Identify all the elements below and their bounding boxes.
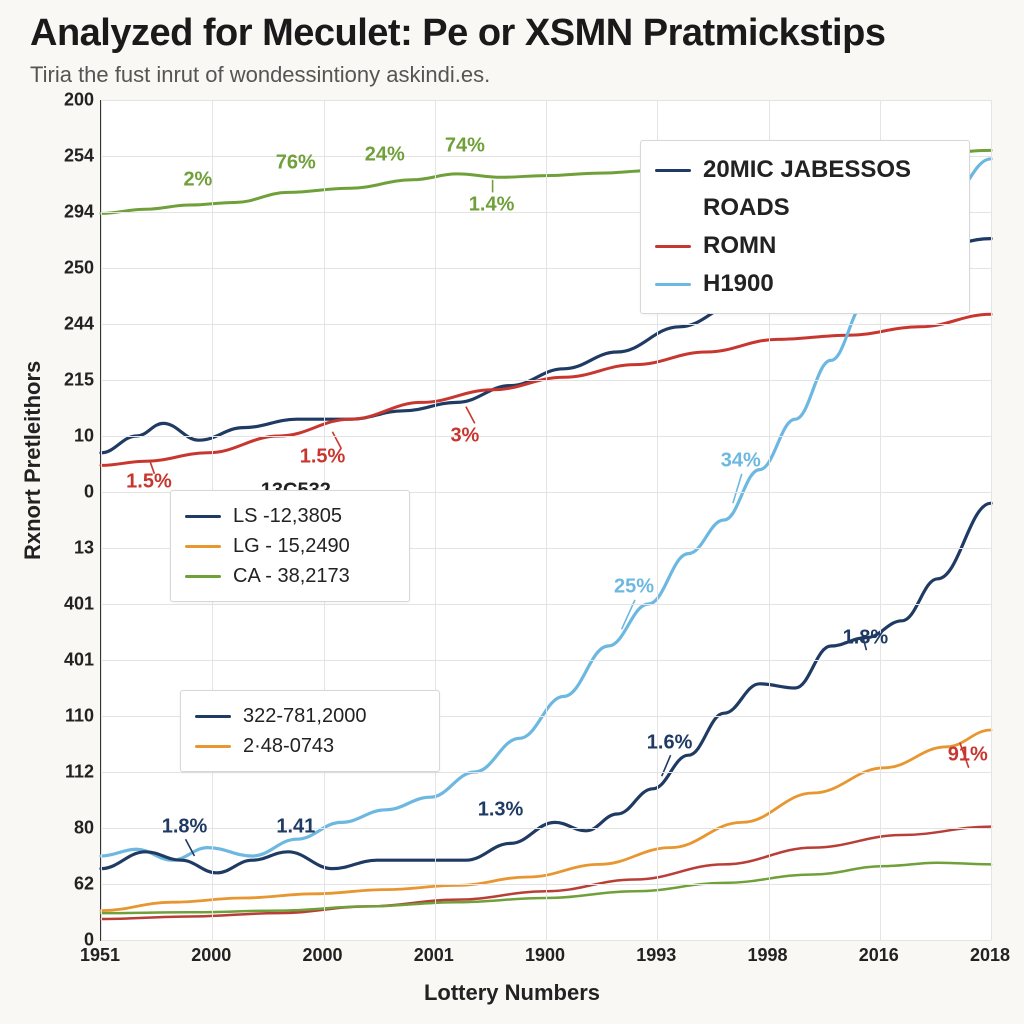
grid-line-v <box>991 100 992 940</box>
data-label: 1.8% <box>162 815 208 838</box>
legend-label: ROADS <box>703 194 790 222</box>
legend-swatch <box>655 283 691 286</box>
chart-subtitle: Tiria the fust inrut of wondessintiony a… <box>30 62 490 88</box>
data-label: 25% <box>614 576 654 599</box>
data-label: 1.6% <box>647 731 693 754</box>
legend-item: CA - 38,2173 <box>185 561 395 591</box>
x-axis-title: Lottery Numbers <box>424 980 600 1006</box>
data-label: 1.4% <box>469 194 515 217</box>
y-tick-label: 401 <box>64 594 94 615</box>
data-label: 74% <box>445 135 485 158</box>
legend-swatch <box>655 169 691 172</box>
data-label: 24% <box>365 143 405 166</box>
legend-item: 20MIC JABESSOS <box>655 151 955 189</box>
y-tick-label: 244 <box>64 314 94 335</box>
data-label: 3% <box>450 425 479 448</box>
legend-label: 322-781,2000 <box>243 705 366 728</box>
data-label: 1.8% <box>843 626 889 649</box>
data-label: 91% <box>948 744 988 767</box>
y-tick-label: 13 <box>74 538 94 559</box>
data-label: 1.5% <box>300 446 346 469</box>
x-tick-label: 1900 <box>525 945 565 966</box>
y-tick-label: 200 <box>64 90 94 111</box>
legend-label: 2·48-0743 <box>243 735 334 758</box>
x-tick-label: 2018 <box>970 945 1010 966</box>
y-tick-label: 80 <box>74 818 94 839</box>
y-tick-label: 0 <box>84 482 94 503</box>
y-tick-label: 112 <box>65 762 94 783</box>
y-axis-title: Rxnort Pretleithors <box>20 361 46 560</box>
legend-swatch <box>655 245 691 248</box>
grid-line-v <box>546 100 547 940</box>
data-label: 2% <box>183 168 212 191</box>
grid-line-v <box>435 100 436 940</box>
legend-label: LS -12,3805 <box>233 505 342 528</box>
legend-mid_left: LS -12,3805 LG - 15,2490 CA - 38,2173 <box>170 490 410 602</box>
legend-label: LG - 15,2490 <box>233 535 350 558</box>
legend-swatch <box>195 745 231 748</box>
y-tick-label: 294 <box>64 202 94 223</box>
legend-label: 20MIC JABESSOS <box>703 156 911 184</box>
data-label: 1.41 <box>276 815 315 838</box>
y-tick-label: 110 <box>65 706 94 727</box>
legend-item: LS -12,3805 <box>185 501 395 531</box>
x-tick-label: 2000 <box>302 945 342 966</box>
x-tick-label: 2016 <box>859 945 899 966</box>
y-tick-label: 254 <box>64 146 94 167</box>
legend-lower_left: 322-781,2000 2·48-0743 <box>180 690 440 772</box>
legend-label: CA - 38,2173 <box>233 565 350 588</box>
x-tick-label: 1993 <box>636 945 676 966</box>
data-label: 1.5% <box>126 471 172 494</box>
data-label: 1.3% <box>478 798 524 821</box>
legend-item: ROADS <box>655 189 955 227</box>
x-tick-label: 1951 <box>80 945 120 966</box>
legend-item: ROMN <box>655 227 955 265</box>
legend-swatch <box>185 545 221 548</box>
y-tick-label: 215 <box>64 370 94 391</box>
legend-top_right: 20MIC JABESSOS ROADS ROMN H1900 <box>640 140 970 314</box>
line-chart-figure: Analyzed for Meculet: Pe or XSMN Pratmic… <box>0 0 1024 1024</box>
legend-item: 2·48-0743 <box>195 731 425 761</box>
y-tick-label: 401 <box>64 650 94 671</box>
chart-title: Analyzed for Meculet: Pe or XSMN Pratmic… <box>30 12 885 55</box>
grid-line-v <box>101 100 102 940</box>
legend-swatch <box>185 575 221 578</box>
callout-line <box>466 407 475 424</box>
x-tick-label: 2001 <box>414 945 454 966</box>
legend-swatch <box>195 715 231 718</box>
legend-item: LG - 15,2490 <box>185 531 395 561</box>
x-tick-label: 1998 <box>747 945 787 966</box>
data-label: 34% <box>721 450 761 473</box>
y-tick-label: 250 <box>64 258 94 279</box>
legend-label: H1900 <box>703 270 774 298</box>
legend-item: H1900 <box>655 265 955 303</box>
grid-line-h <box>101 940 991 941</box>
y-tick-label: 62 <box>74 874 94 895</box>
y-tick-label: 10 <box>74 426 94 447</box>
legend-swatch <box>185 515 221 518</box>
x-tick-label: 2000 <box>191 945 231 966</box>
legend-item: 322-781,2000 <box>195 701 425 731</box>
legend-label: ROMN <box>703 232 776 260</box>
data-label: 76% <box>276 152 316 175</box>
